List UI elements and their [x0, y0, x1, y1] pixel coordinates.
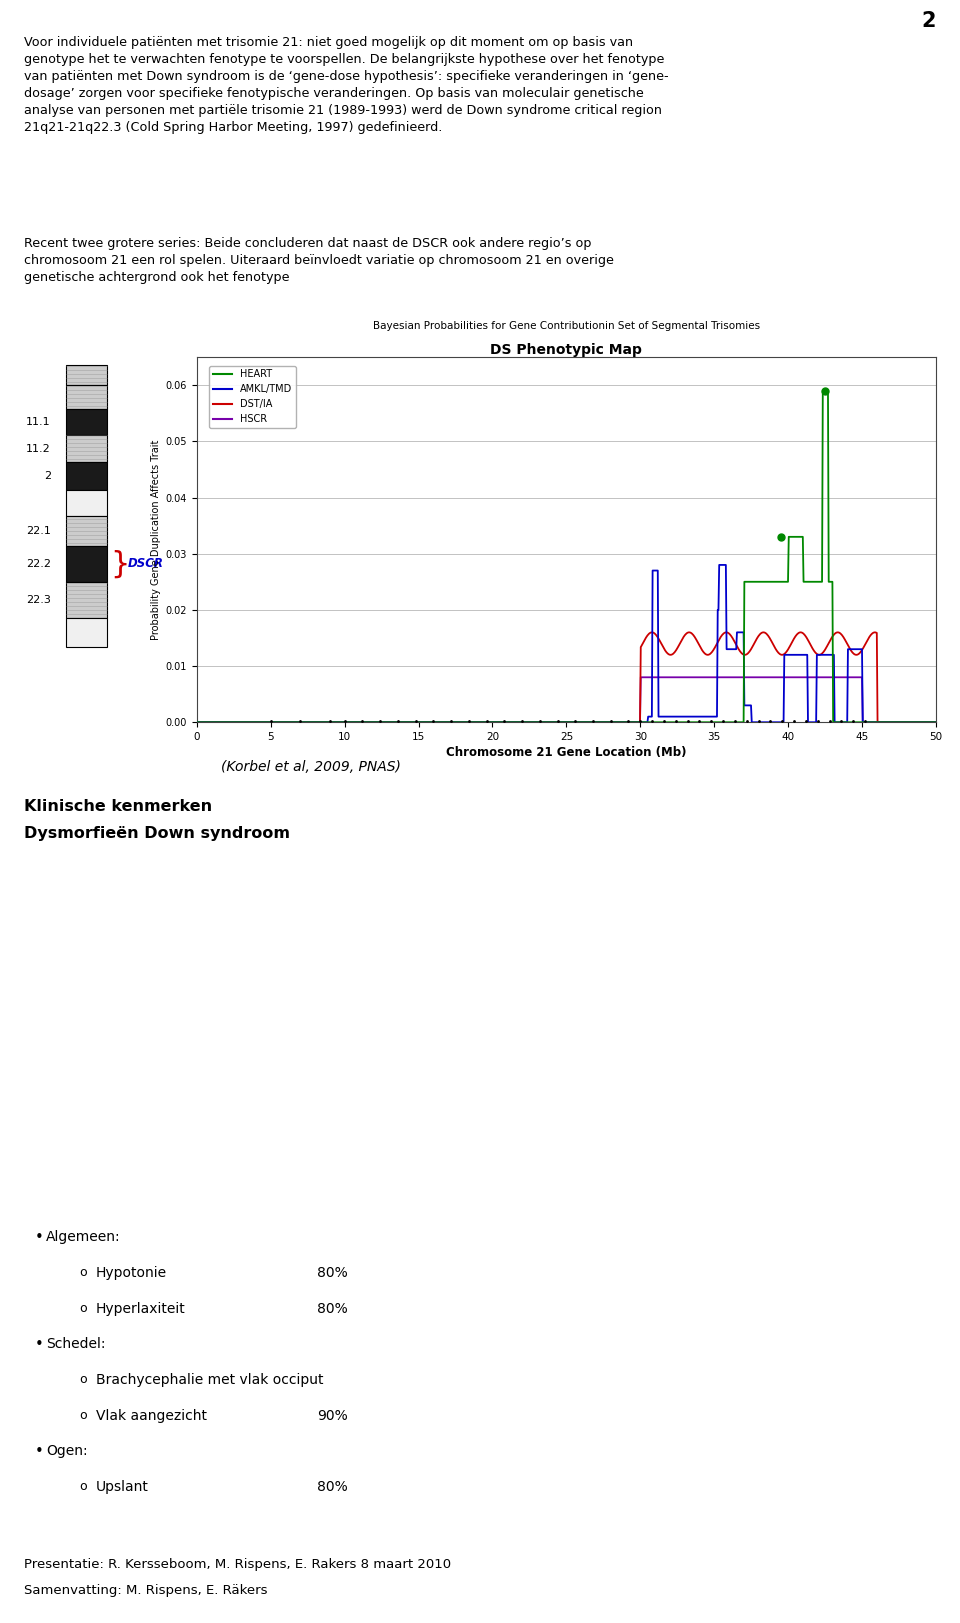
Text: DSCR: DSCR [128, 557, 164, 570]
Bar [65, 617, 108, 648]
Text: Brachycephalie met vlak occiput: Brachycephalie met vlak occiput [96, 1373, 324, 1388]
Text: Schedel:: Schedel: [46, 1337, 106, 1352]
Text: •: • [35, 1230, 43, 1245]
Bar [65, 516, 108, 545]
Y-axis label: Probability Gene Duplication Affects Trait: Probability Gene Duplication Affects Tra… [152, 440, 161, 639]
Text: Samenvatting: M. Rispens, E. Räkers: Samenvatting: M. Rispens, E. Räkers [24, 1584, 268, 1597]
Text: Dysmorfieën Down syndroom: Dysmorfieën Down syndroom [24, 826, 290, 841]
Bar [65, 435, 108, 463]
Bar [65, 365, 108, 385]
Text: Presentatie: R. Kersseboom, M. Rispens, E. Rakers 8 maart 2010: Presentatie: R. Kersseboom, M. Rispens, … [24, 1558, 451, 1571]
Text: 11.1: 11.1 [26, 417, 51, 427]
Text: 90%: 90% [317, 1409, 348, 1423]
Legend: HEART, AMKL/TMD, DST/IA, HSCR: HEART, AMKL/TMD, DST/IA, HSCR [209, 365, 297, 428]
Text: 2: 2 [44, 471, 51, 482]
Text: 80%: 80% [317, 1266, 348, 1281]
Title: DS Phenotypic Map: DS Phenotypic Map [491, 342, 642, 357]
Bar [65, 385, 108, 409]
Text: o: o [80, 1266, 87, 1279]
Text: 22.2: 22.2 [26, 558, 51, 568]
Bar [65, 409, 108, 435]
Text: 80%: 80% [317, 1302, 348, 1316]
Text: Hypotonie: Hypotonie [96, 1266, 167, 1281]
Text: 22.1: 22.1 [26, 526, 51, 536]
Text: 21 TRISOMY, DOWN-SYNDROME: 21 TRISOMY, DOWN-SYNDROME [559, 862, 720, 872]
Text: •: • [35, 1337, 43, 1352]
Text: 2: 2 [922, 10, 936, 31]
Text: 22.3: 22.3 [26, 594, 51, 605]
Bar [65, 490, 108, 516]
Text: Ogen:: Ogen: [46, 1444, 87, 1459]
Text: Recent twee grotere series: Beide concluderen dat naast de DSCR ook andere regio: Recent twee grotere series: Beide conclu… [24, 237, 613, 284]
Text: Upslant: Upslant [96, 1480, 149, 1495]
Text: Vlak aangezicht: Vlak aangezicht [96, 1409, 207, 1423]
Text: Bayesian Probabilities for Gene Contributionin Set of Segmental Trisomies: Bayesian Probabilities for Gene Contribu… [372, 321, 760, 331]
Text: •: • [35, 1444, 43, 1459]
Text: 11.2: 11.2 [26, 443, 51, 453]
Bar [65, 545, 108, 581]
Bar [65, 463, 108, 490]
Text: Voor individuele patiënten met trisomie 21: niet goed mogelijk op dit moment om : Voor individuele patiënten met trisomie … [24, 36, 668, 133]
Bar [65, 581, 108, 617]
Text: o: o [80, 1373, 87, 1386]
X-axis label: Chromosome 21 Gene Location (Mb): Chromosome 21 Gene Location (Mb) [446, 747, 686, 760]
Text: 80%: 80% [317, 1480, 348, 1495]
Text: (Korbel et al, 2009, PNAS): (Korbel et al, 2009, PNAS) [221, 760, 400, 774]
Text: o: o [80, 1302, 87, 1315]
Text: Hyperlaxiteit: Hyperlaxiteit [96, 1302, 185, 1316]
Text: Klinische kenmerken: Klinische kenmerken [24, 799, 212, 813]
Text: o: o [80, 1409, 87, 1422]
Text: }: } [110, 549, 130, 578]
Text: Algemeen:: Algemeen: [46, 1230, 121, 1245]
Text: o: o [80, 1480, 87, 1493]
